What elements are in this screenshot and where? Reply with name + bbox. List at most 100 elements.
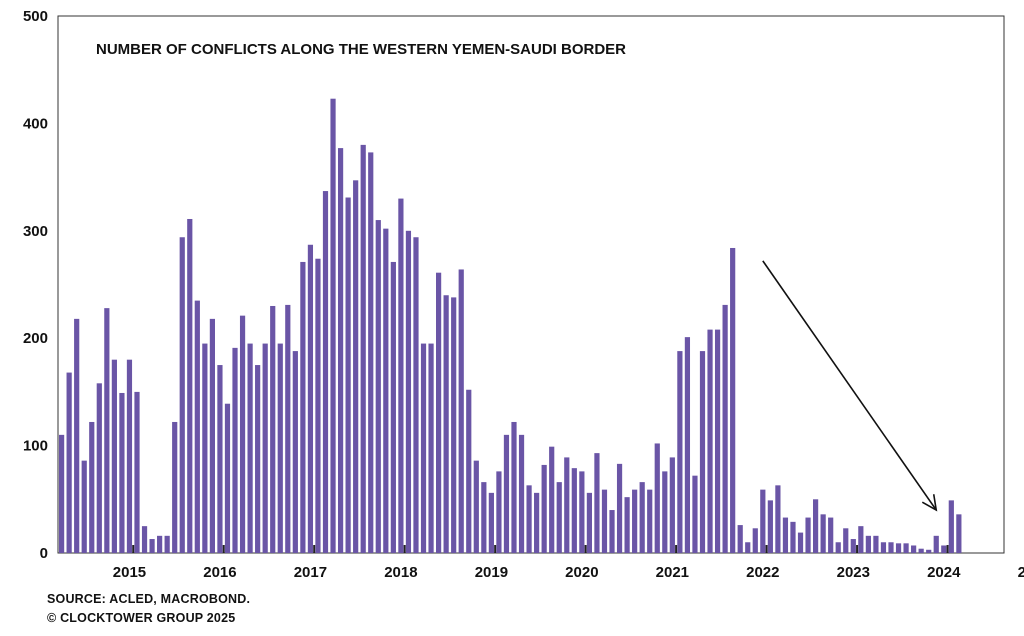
- y-tick-label: 100: [23, 438, 48, 455]
- bar: [918, 548, 924, 553]
- bar-chart: 0 100 200 300 400 500 NUMBER OF CONFLICTS ALO…: [23, 8, 1024, 581]
- bar: [903, 543, 909, 553]
- bar: [677, 351, 683, 553]
- bar: [428, 343, 434, 553]
- bar: [383, 228, 389, 553]
- bar: [74, 318, 80, 553]
- bar: [413, 237, 419, 554]
- bar: [564, 457, 570, 553]
- x-tick-label: 2025: [1018, 564, 1024, 581]
- bar: [895, 543, 902, 553]
- bar: [609, 510, 615, 553]
- bar: [790, 521, 796, 553]
- bar: [292, 351, 298, 553]
- bar: [616, 463, 623, 553]
- bar: [405, 230, 412, 554]
- bar: [805, 517, 811, 553]
- bar: [692, 475, 698, 553]
- bar: [911, 545, 917, 553]
- x-tick-label: 2017: [294, 564, 327, 581]
- bar: [368, 152, 374, 553]
- x-tick-label: 2022: [746, 564, 779, 581]
- bar: [247, 343, 253, 553]
- bar: [239, 315, 246, 553]
- bar: [134, 391, 140, 553]
- bar: [828, 517, 834, 553]
- bar: [760, 489, 766, 553]
- bar: [466, 389, 472, 553]
- y-tick-label: 200: [23, 330, 48, 347]
- bar: [956, 514, 962, 553]
- bar: [767, 500, 773, 553]
- bar: [594, 453, 600, 553]
- bar: [141, 526, 148, 553]
- bar: [322, 191, 329, 553]
- x-tick-label: 2021: [656, 564, 689, 581]
- bars-group: [59, 98, 962, 554]
- bar: [488, 492, 494, 553]
- bar: [262, 343, 268, 553]
- y-tick-label: 400: [23, 115, 48, 132]
- bar: [813, 499, 819, 553]
- bar: [270, 305, 276, 553]
- bar: [300, 261, 306, 553]
- bar: [451, 297, 457, 553]
- bar: [586, 492, 592, 553]
- x-tick-label: 2015: [113, 564, 146, 581]
- bar: [722, 304, 728, 553]
- bar: [503, 434, 510, 553]
- bar: [157, 535, 163, 553]
- bar: [948, 500, 954, 553]
- bar: [556, 482, 562, 553]
- x-tick-label: 2023: [837, 564, 870, 581]
- bar: [714, 329, 721, 553]
- bar: [730, 247, 736, 554]
- chart-title: NUMBER OF CONFLICTS ALONG THE WESTERN YE…: [96, 41, 626, 58]
- x-tick-label: 2019: [475, 564, 508, 581]
- bar: [782, 517, 789, 553]
- bar: [458, 269, 464, 553]
- x-tick-label: 2024: [927, 564, 961, 581]
- bar: [571, 468, 577, 553]
- bar: [865, 535, 871, 553]
- bar: [496, 471, 502, 553]
- bar: [111, 359, 117, 553]
- bar: [745, 542, 751, 553]
- x-tick-label: 2020: [565, 564, 598, 581]
- bar: [345, 197, 351, 553]
- arrow-head: [921, 494, 938, 512]
- bar: [330, 98, 336, 553]
- bar: [926, 549, 932, 553]
- bar: [775, 485, 781, 553]
- bar: [96, 383, 102, 553]
- bar: [360, 144, 366, 553]
- bar: [179, 237, 185, 554]
- bar: [933, 535, 939, 553]
- bar: [126, 359, 133, 553]
- bar: [81, 460, 87, 553]
- bar: [59, 434, 65, 553]
- copyright-note: © CLOCKTOWER GROUP 2025: [47, 611, 236, 625]
- bar: [662, 471, 668, 553]
- bar: [353, 180, 359, 553]
- bar: [707, 329, 713, 553]
- bar: [436, 272, 442, 553]
- bar: [797, 532, 804, 553]
- bar: [888, 542, 894, 553]
- bar: [375, 220, 381, 553]
- bar: [639, 482, 645, 553]
- bar: [858, 526, 864, 553]
- x-tick-label: 2018: [384, 564, 417, 581]
- bar: [164, 535, 170, 553]
- bar: [669, 457, 675, 553]
- bar: [541, 464, 547, 553]
- source-note: SOURCE: ACLED, MACROBOND.: [47, 592, 251, 606]
- bar: [255, 365, 261, 553]
- bar: [337, 148, 344, 553]
- bar: [285, 304, 291, 553]
- bar: [820, 514, 826, 553]
- bar: [752, 528, 758, 553]
- trend-arrow-annotation: [762, 260, 938, 512]
- bar: [209, 318, 215, 553]
- bar: [534, 492, 540, 553]
